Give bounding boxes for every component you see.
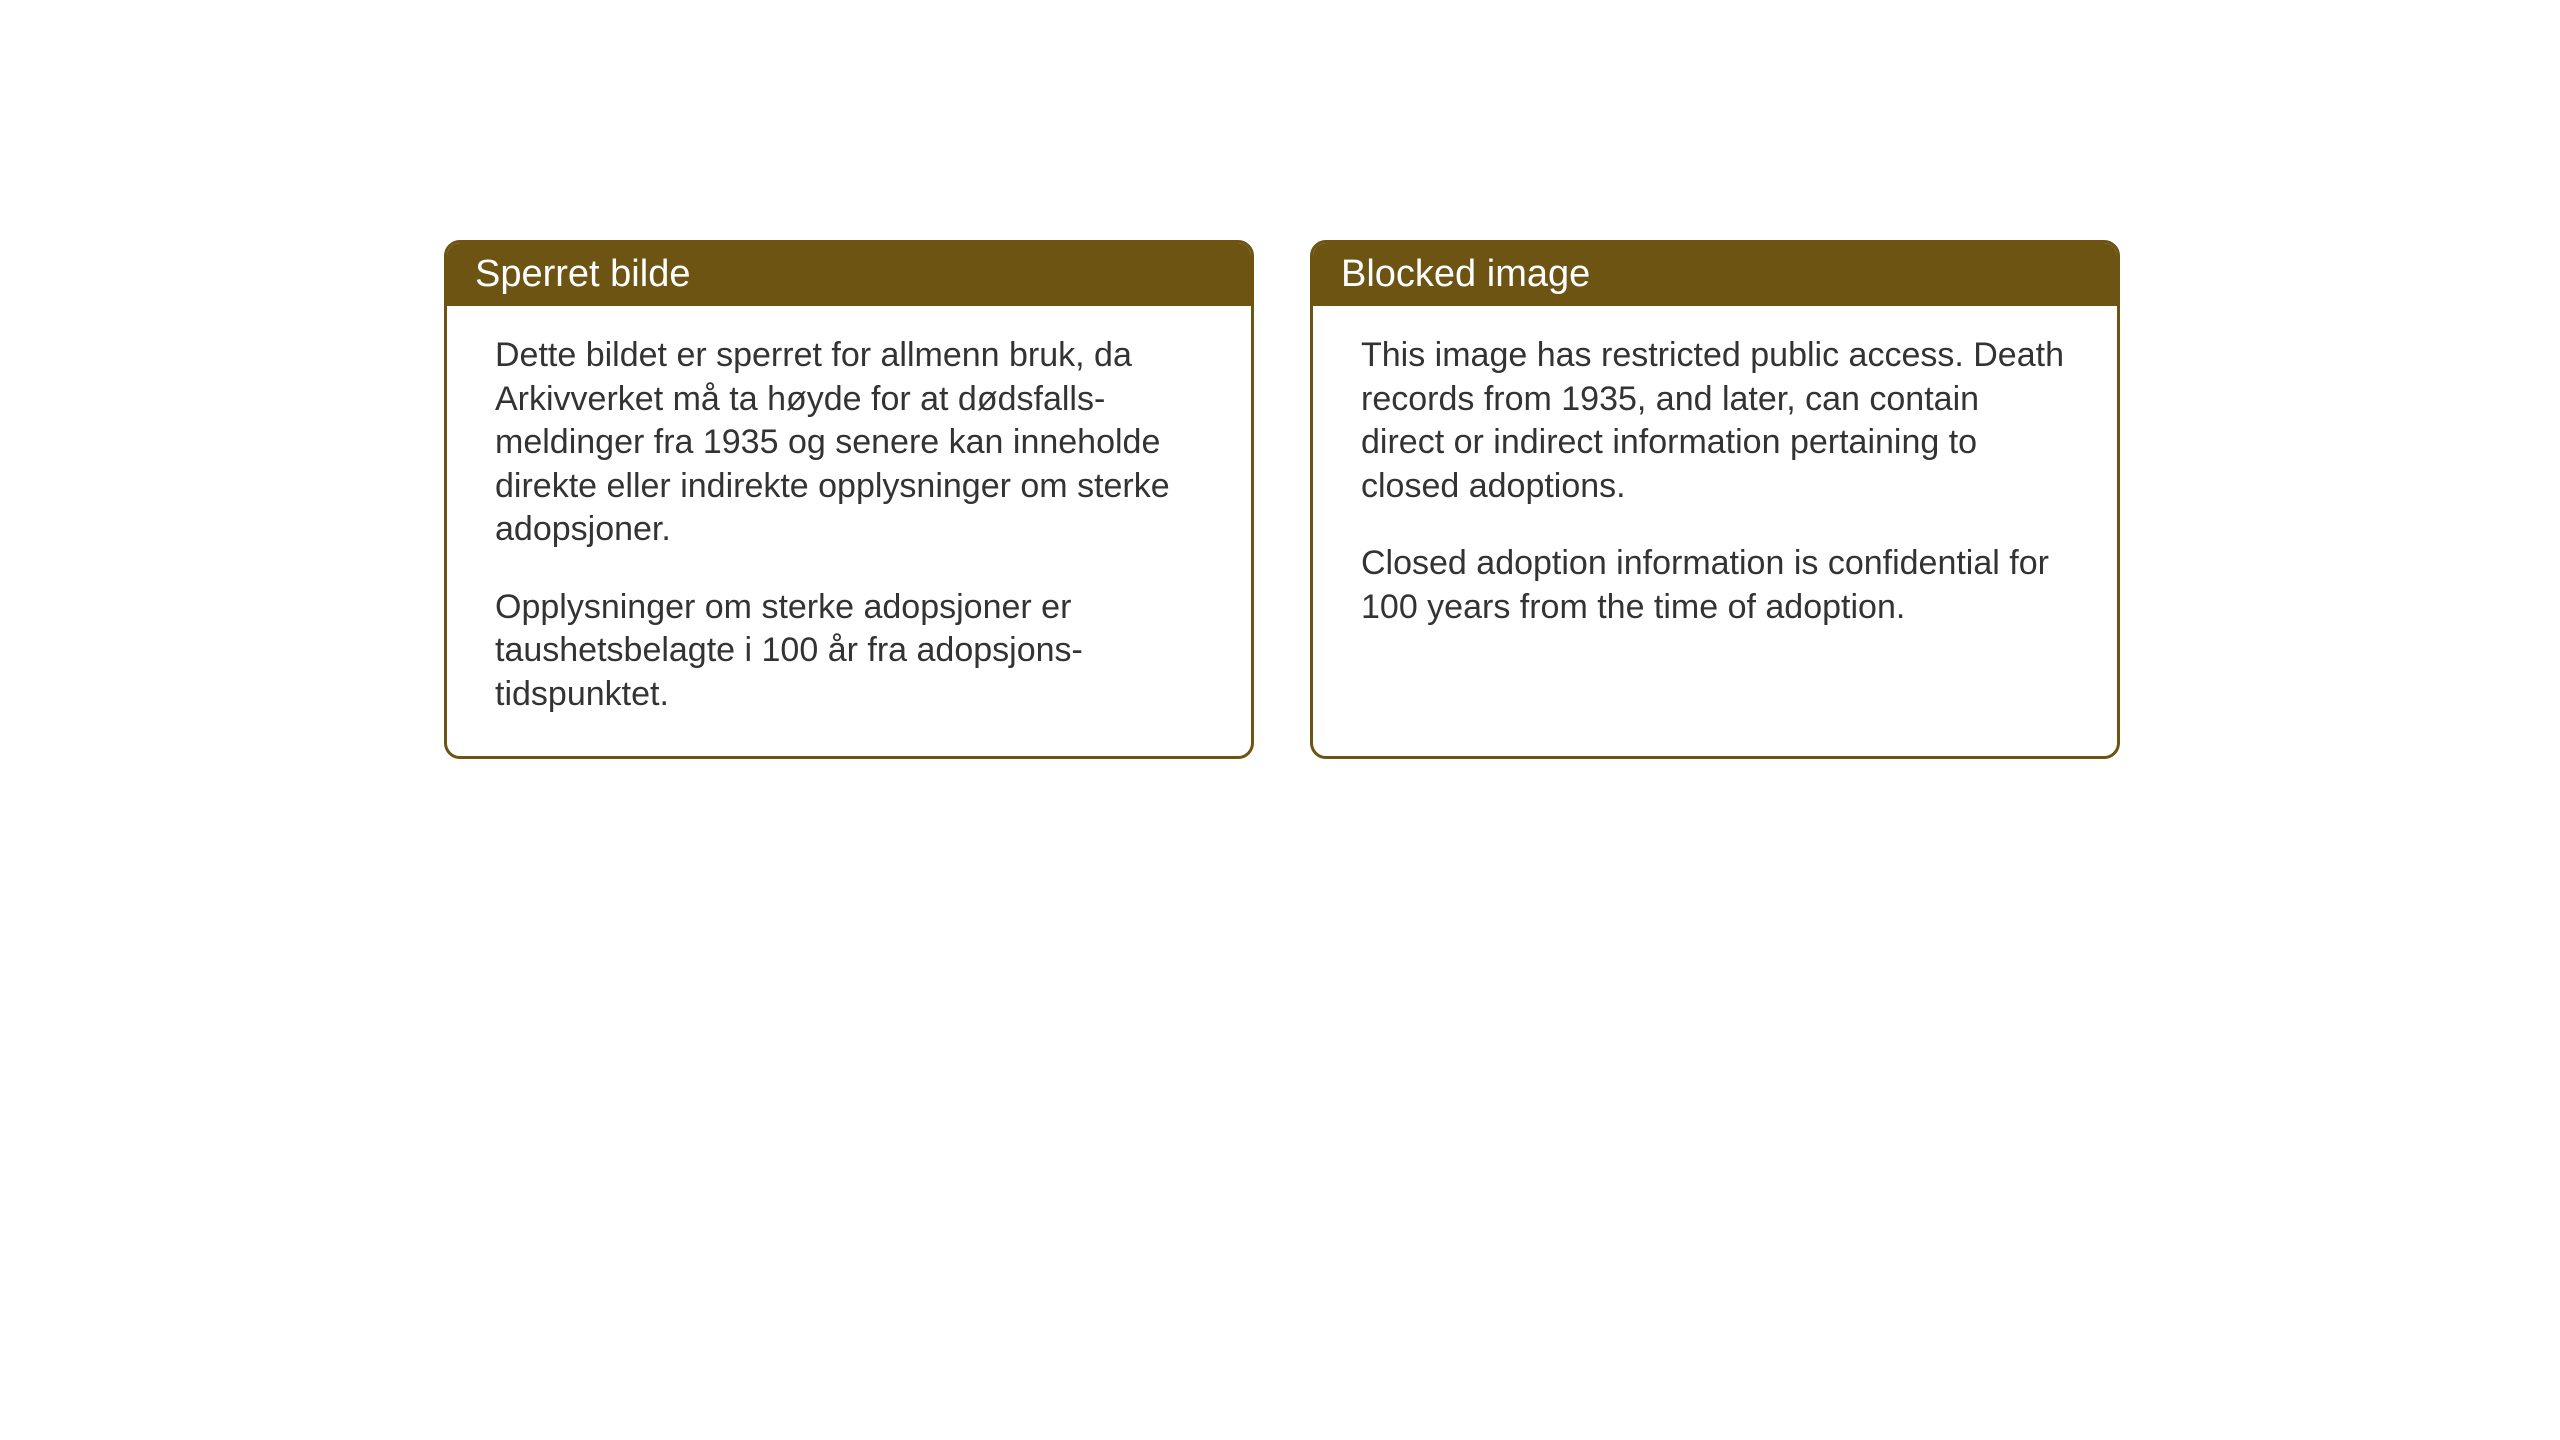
- notice-header-english: Blocked image: [1313, 243, 2117, 306]
- notice-body-english: This image has restricted public access.…: [1313, 306, 2117, 669]
- notice-card-norwegian: Sperret bilde Dette bildet er sperret fo…: [444, 240, 1254, 759]
- notice-paragraph-2-english: Closed adoption information is confident…: [1361, 542, 2069, 629]
- notice-paragraph-1-english: This image has restricted public access.…: [1361, 334, 2069, 508]
- notice-paragraph-1-norwegian: Dette bildet er sperret for allmenn bruk…: [495, 334, 1203, 552]
- notice-container: Sperret bilde Dette bildet er sperret fo…: [444, 240, 2120, 759]
- notice-header-norwegian: Sperret bilde: [447, 243, 1251, 306]
- notice-paragraph-2-norwegian: Opplysninger om sterke adopsjoner er tau…: [495, 586, 1203, 717]
- notice-title-english: Blocked image: [1341, 253, 1590, 295]
- notice-card-english: Blocked image This image has restricted …: [1310, 240, 2120, 759]
- notice-body-norwegian: Dette bildet er sperret for allmenn bruk…: [447, 306, 1251, 756]
- notice-title-norwegian: Sperret bilde: [475, 253, 690, 295]
